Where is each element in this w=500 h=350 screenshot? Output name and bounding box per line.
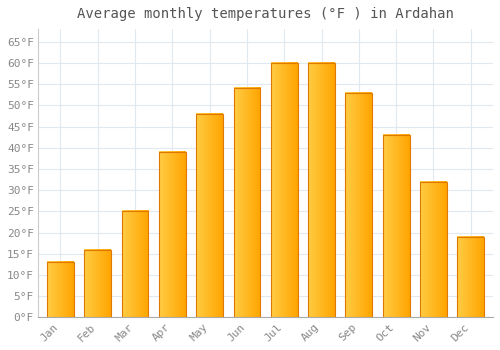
Bar: [346, 93, 372, 317]
Bar: [308, 63, 335, 317]
Bar: [271, 63, 297, 317]
Bar: [159, 152, 186, 317]
Bar: [234, 89, 260, 317]
Bar: [47, 262, 74, 317]
Bar: [122, 211, 148, 317]
Bar: [382, 135, 409, 317]
Bar: [420, 182, 447, 317]
Title: Average monthly temperatures (°F ) in Ardahan: Average monthly temperatures (°F ) in Ar…: [77, 7, 454, 21]
Bar: [196, 114, 223, 317]
Bar: [458, 237, 484, 317]
Bar: [84, 250, 111, 317]
